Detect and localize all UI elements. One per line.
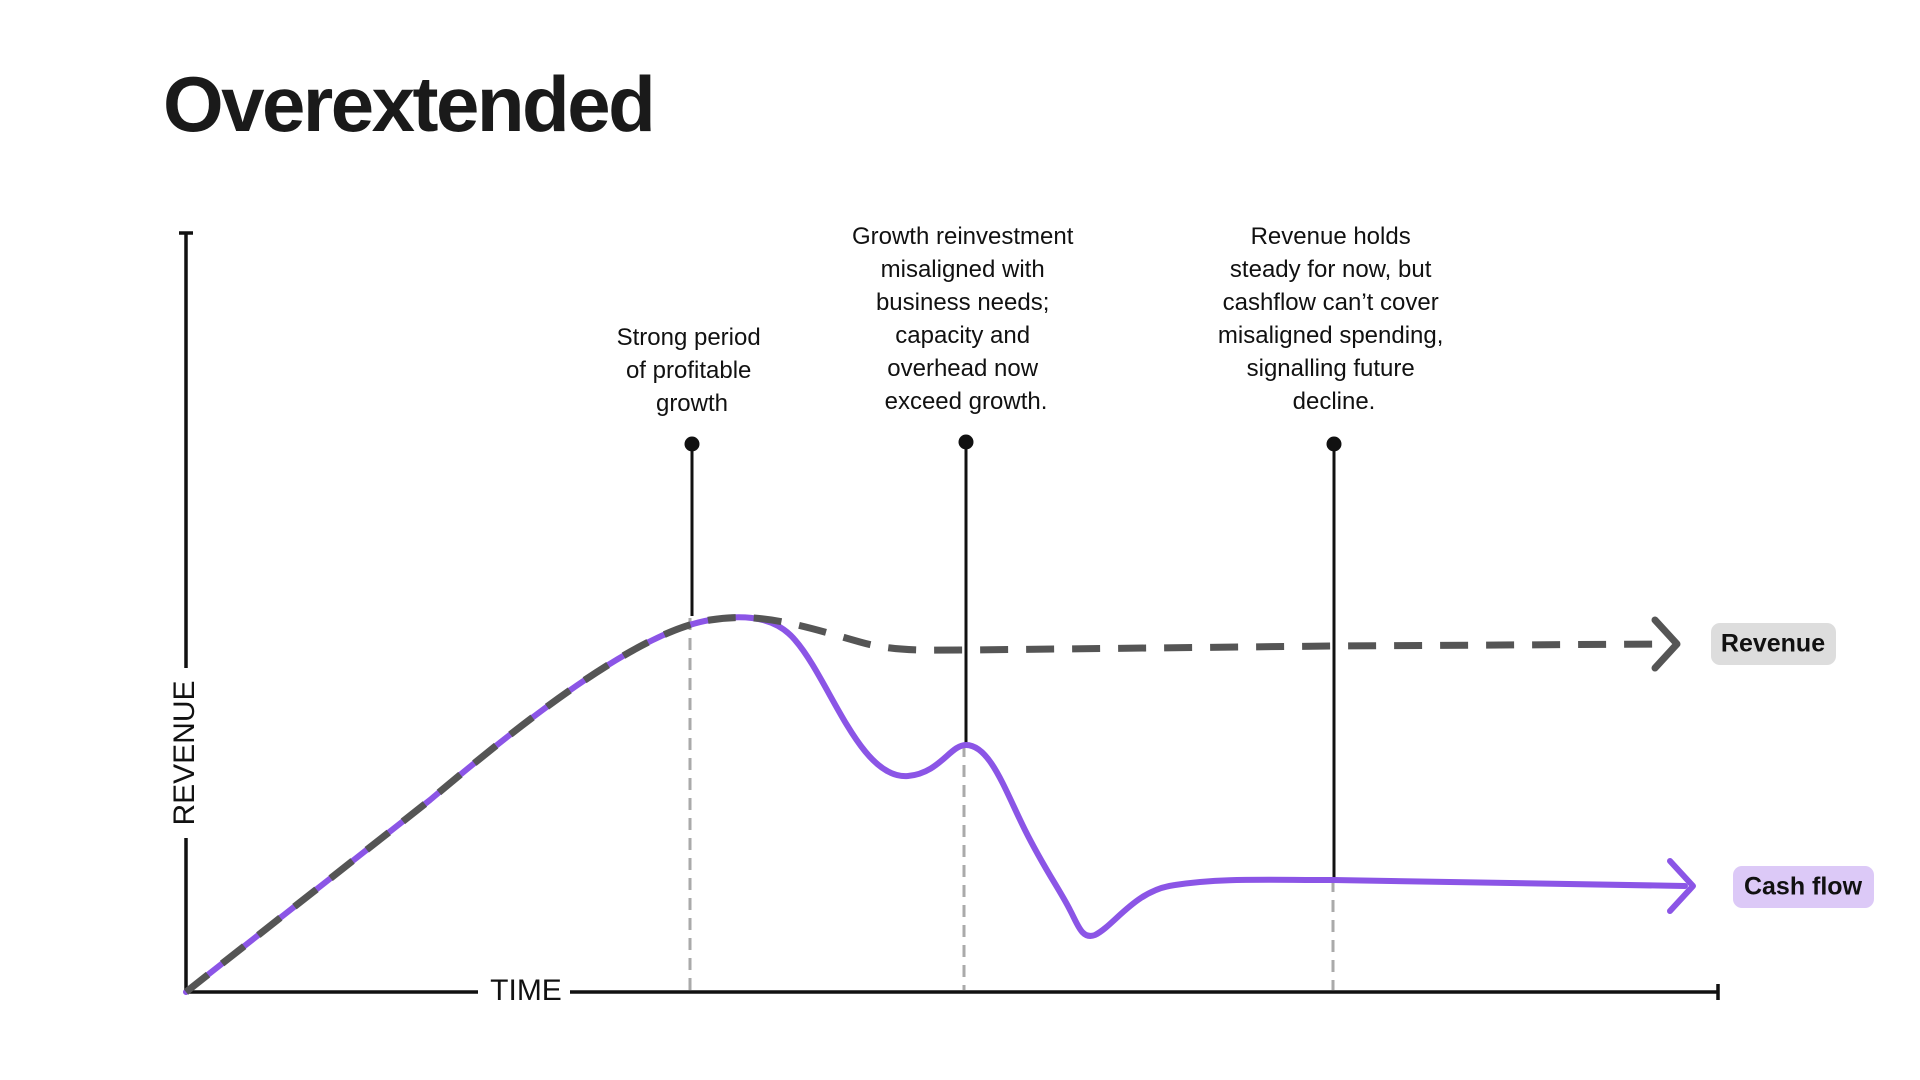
svg-text:Cash flow: Cash flow xyxy=(1744,873,1863,901)
annotation-marker-1 xyxy=(684,436,700,616)
revenue-label: Revenue xyxy=(1711,623,1836,665)
annotation-3-text: Revenue holds steady for now, but cashfl… xyxy=(1218,223,1450,415)
cash-flow-arrowhead xyxy=(1667,858,1696,914)
cash-flow-label: Cash flow xyxy=(1733,866,1874,908)
svg-text:Revenue: Revenue xyxy=(1721,630,1825,658)
x-axis: TIME xyxy=(184,974,1720,1007)
annotation-2-text: Growth reinvestment misaligned with busi… xyxy=(852,223,1080,415)
x-axis-label: TIME xyxy=(490,974,562,1007)
page-title: Overextended xyxy=(163,60,656,148)
revenue-line xyxy=(183,614,1671,995)
y-axis: REVENUE xyxy=(168,231,201,992)
annotation-1-text: Strong period of profitable growth xyxy=(617,324,768,417)
y-axis-label: REVENUE xyxy=(168,680,201,825)
annotation-marker-2 xyxy=(958,434,974,746)
cash-flow-line xyxy=(183,614,1688,995)
revenue-arrowhead xyxy=(1651,616,1681,672)
annotation-marker-3 xyxy=(1326,436,1342,882)
